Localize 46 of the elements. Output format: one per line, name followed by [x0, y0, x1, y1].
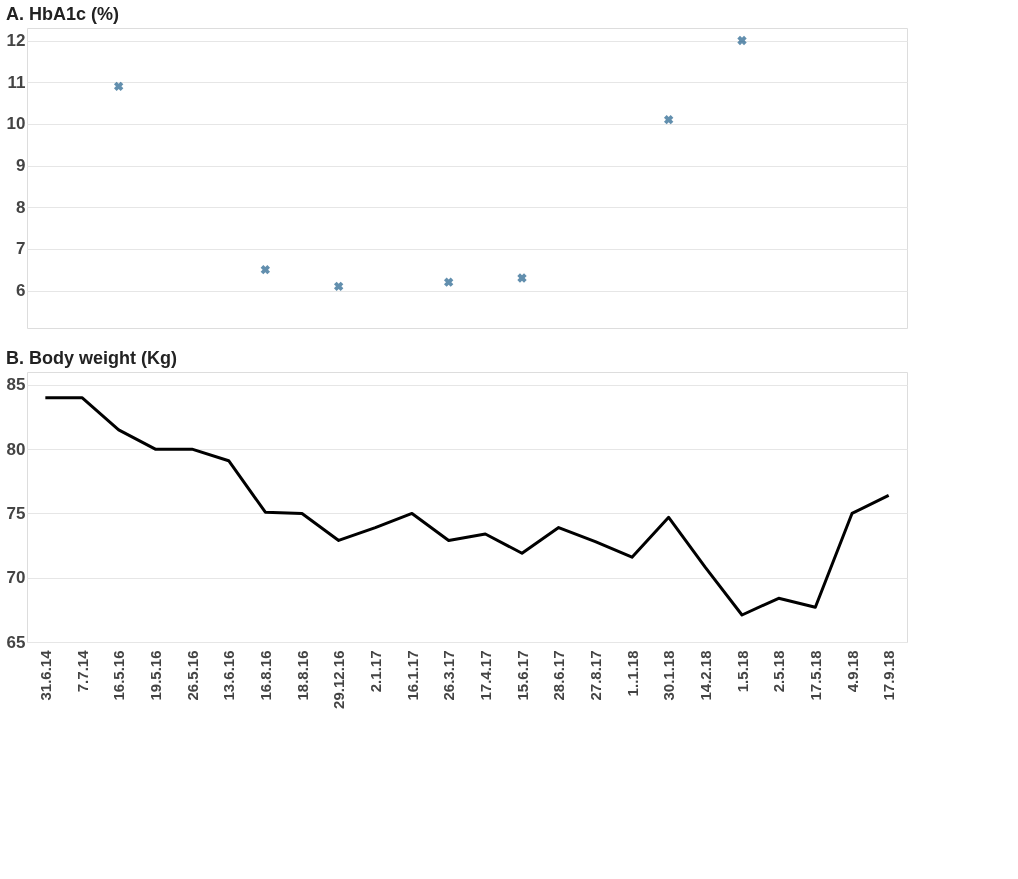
y-tick-label: 75	[6, 503, 26, 523]
x-tick-label: 1..1.18	[623, 650, 641, 697]
x-tick-label: 26.5.16	[183, 650, 201, 701]
x-tick-label: 1.5.18	[733, 650, 751, 693]
x-tick-label: 19.5.16	[146, 650, 164, 701]
chart-title: A. HbA1c (%)	[6, 4, 120, 24]
x-tick-label: 17.9.18	[880, 650, 898, 701]
x-tick-label: 28.6.17	[550, 650, 568, 701]
y-tick-label: 70	[6, 568, 26, 588]
x-tick-label: 17.4.17	[476, 650, 494, 701]
y-tick-label: 65	[6, 632, 26, 652]
point	[113, 81, 124, 92]
x-tick-label: 16.1.17	[403, 650, 421, 701]
x-tick-label: 2.1.17	[366, 650, 384, 693]
y-tick-label: 85	[6, 375, 26, 395]
x-tick-label: 29.12.16	[330, 650, 348, 709]
y-tick-label: 9	[16, 156, 26, 175]
y-tick-label: 8	[16, 197, 26, 217]
y-tick-label: 6	[16, 281, 26, 300]
y-tick-label: 80	[6, 439, 26, 459]
x-tick-label: 17.5.18	[806, 650, 824, 701]
point	[260, 264, 271, 275]
point	[663, 114, 674, 125]
y-tick-label: 10	[6, 114, 26, 134]
point	[737, 35, 747, 46]
x-tick-label: 26.3.17	[440, 650, 458, 701]
y-tick-label: 12	[6, 31, 26, 50]
line-series	[43, 396, 891, 617]
x-tick-label: 31.6.14	[36, 649, 54, 701]
point	[517, 273, 527, 283]
point	[333, 281, 344, 292]
x-tick-label: 13.6.16	[220, 650, 238, 701]
x-tick-label: 4.9.18	[843, 650, 861, 693]
x-tick-label: 18.8.16	[293, 650, 311, 701]
x-tick-label: 16.8.16	[256, 650, 274, 701]
x-tick-label: 7.7.14	[73, 649, 91, 693]
point	[443, 277, 454, 287]
x-tick-label: 30.1.18	[660, 650, 678, 701]
x-tick-label: 14.2.18	[696, 650, 714, 701]
x-tick-label: 15.6.17	[513, 650, 531, 701]
x-tick-label: 16.5.16	[110, 650, 128, 701]
x-tick-label: 27.8.17	[586, 650, 604, 701]
chart-title: B. Body weight (Kg)	[6, 348, 178, 368]
y-tick-label: 11	[7, 72, 26, 92]
y-tick-label: 7	[16, 239, 26, 259]
x-tick-label: 2.5.18	[770, 650, 788, 693]
